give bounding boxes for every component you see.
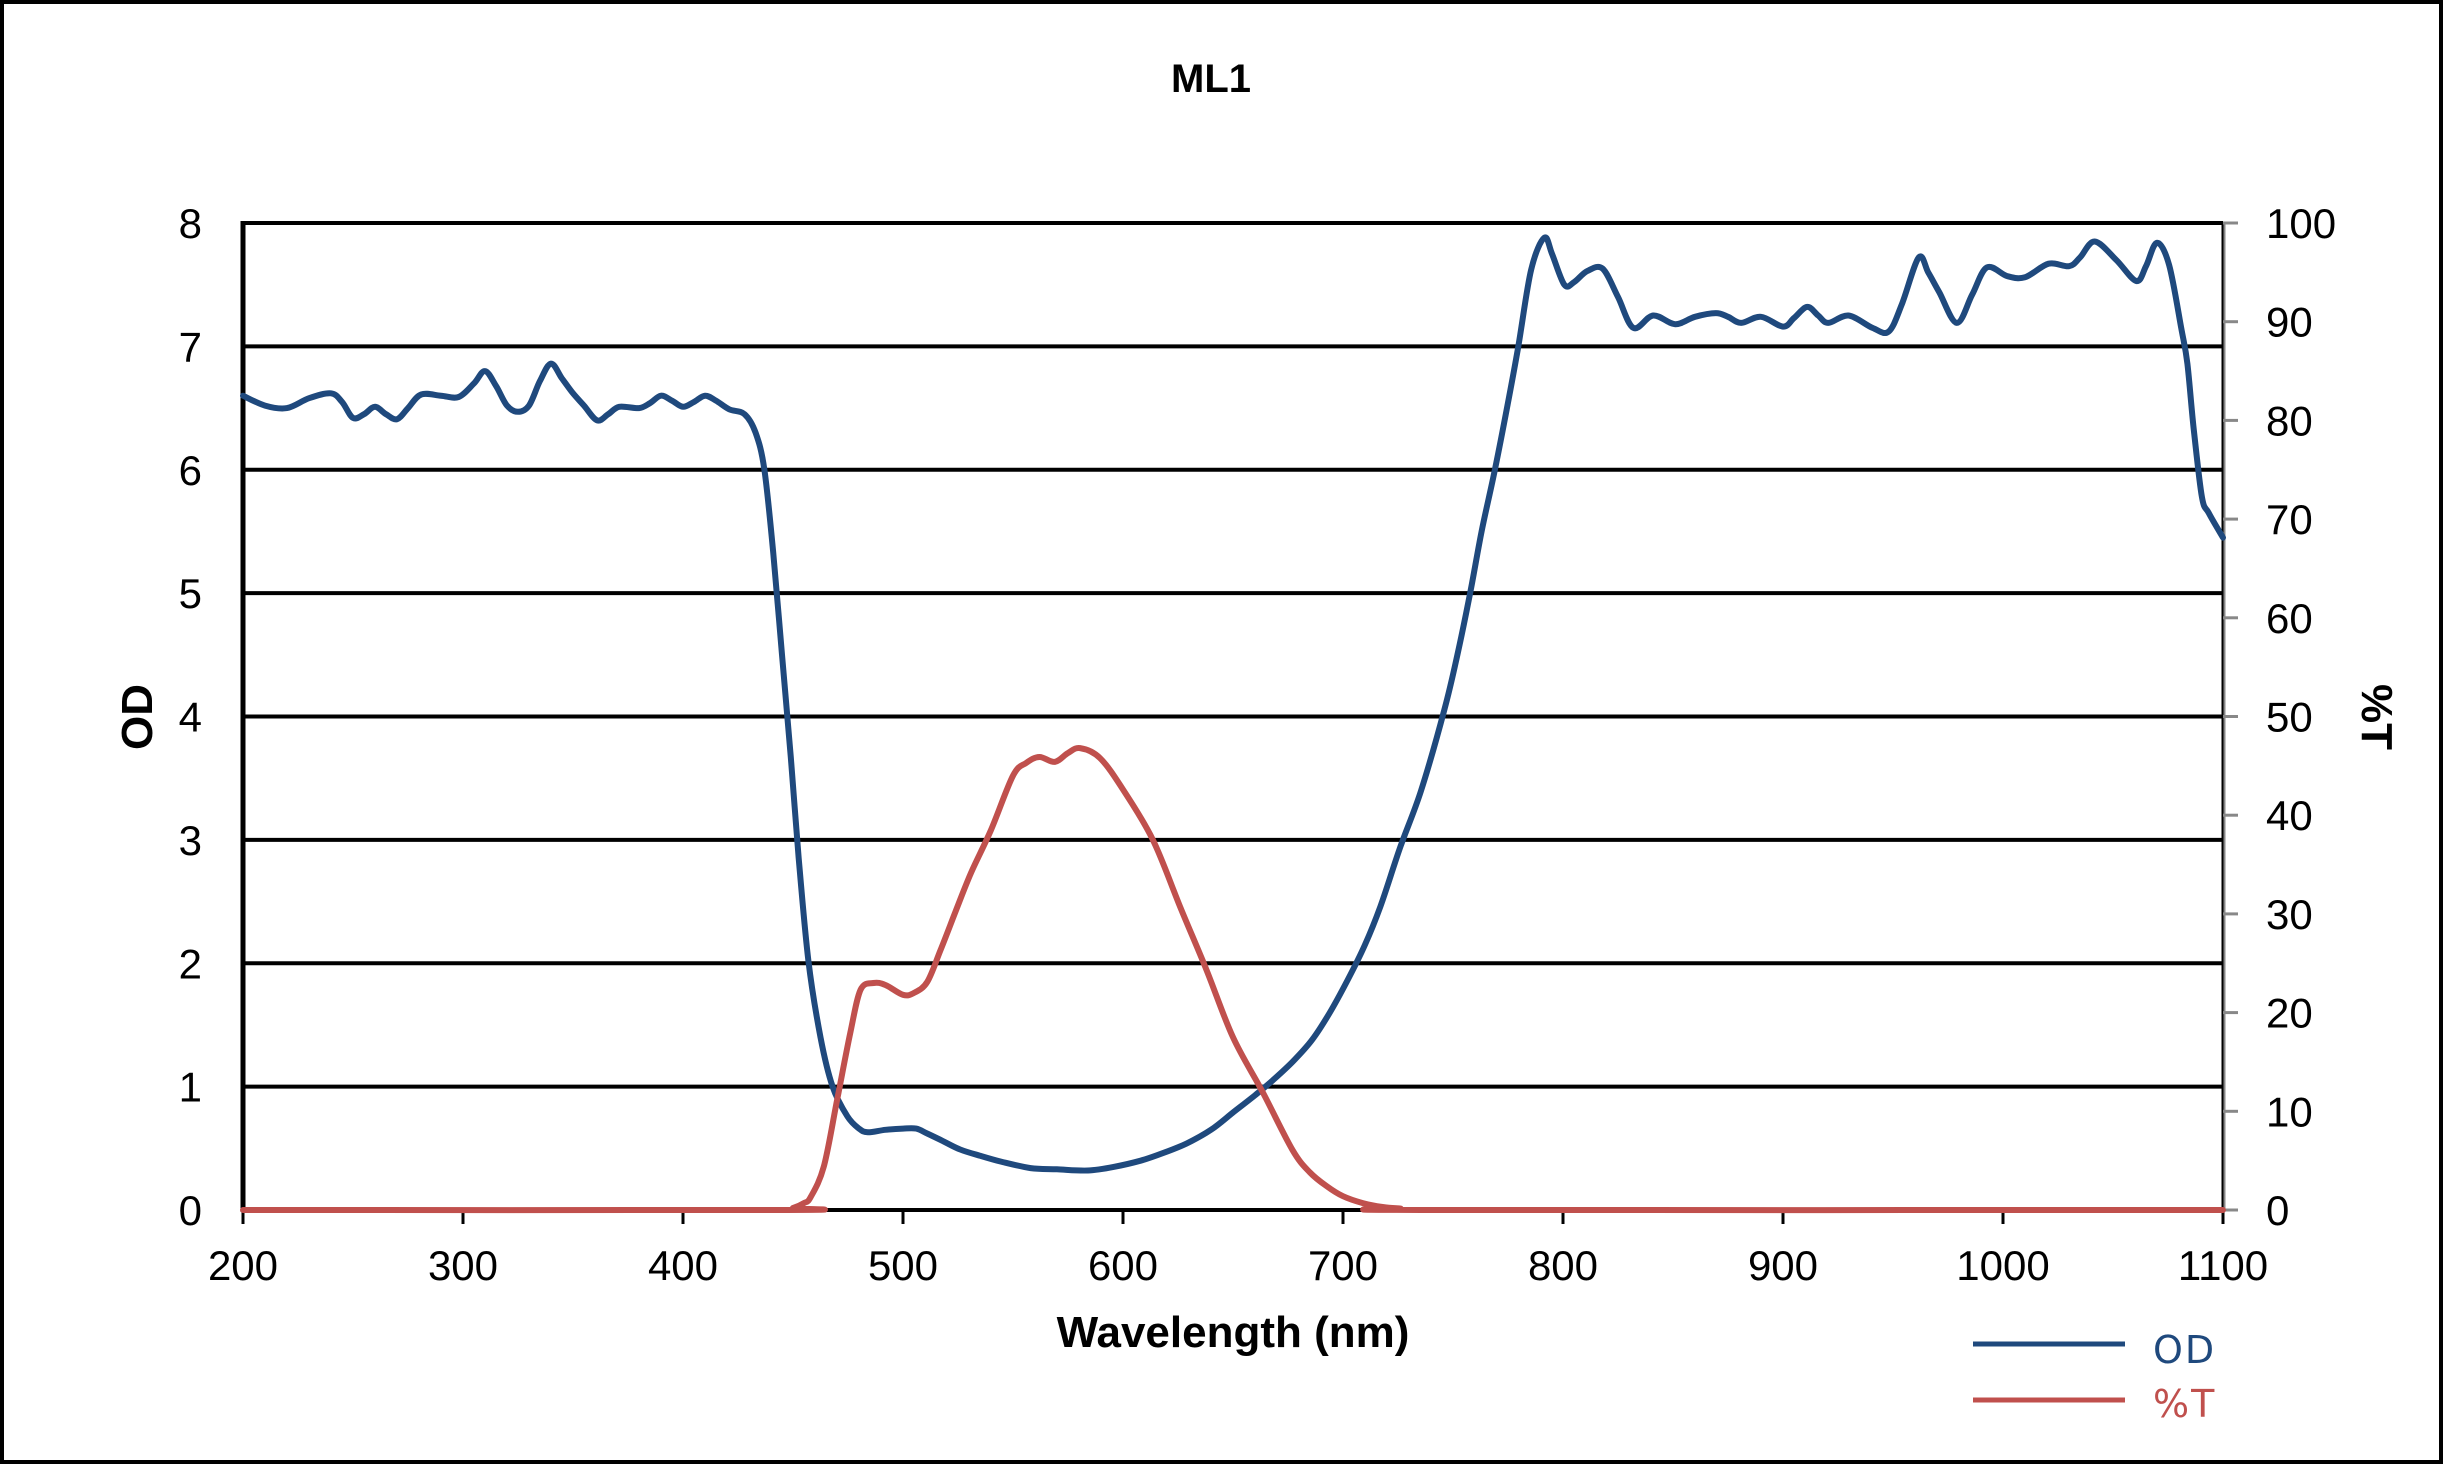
y-tick-label: 1	[179, 1064, 202, 1111]
y2-tick-label: 0	[2266, 1187, 2289, 1234]
gridlines	[243, 221, 2223, 1089]
x-tick-label: 600	[1088, 1242, 1158, 1289]
y2-tick-label: 60	[2266, 595, 2313, 642]
y-tick-label: 5	[179, 570, 202, 617]
x-tick-label: 200	[208, 1242, 278, 1289]
y2-tick-label: 30	[2266, 891, 2313, 938]
x-tick-label: 500	[868, 1242, 938, 1289]
chart-title: ML1	[1171, 57, 1251, 101]
y-tick-label: 6	[179, 447, 202, 494]
x-tick-label: 1100	[2178, 1242, 2268, 1289]
y2-tick-label: 100	[2266, 200, 2336, 247]
series-lines	[240, 234, 2226, 1214]
y2-tick-label: 20	[2266, 990, 2313, 1037]
series-od-line	[240, 234, 2226, 1174]
y2-axis-title: %T	[2352, 684, 2401, 750]
x-axis-ticks: 200 300 400 500 600 700 800 900 1000 1100	[208, 1210, 2268, 1289]
y2-tick-label: 10	[2266, 1088, 2313, 1135]
x-tick-label: 1000	[1956, 1242, 2049, 1289]
legend-label-t: %T	[2153, 1382, 2216, 1426]
x-tick-label: 700	[1308, 1242, 1378, 1289]
y-tick-label: 2	[179, 940, 202, 987]
y-tick-label: 8	[179, 200, 202, 247]
y2-axis-ticks: 0 10 20 30 40 50 60 70 80 90 100	[2223, 200, 2336, 1234]
x-tick-label: 900	[1748, 1242, 1818, 1289]
y-axis-title: OD	[113, 684, 162, 750]
y2-tick-label: 50	[2266, 694, 2313, 741]
x-axis-title: Wavelength (nm)	[1057, 1308, 1410, 1357]
y-tick-label: 7	[179, 323, 202, 370]
x-tick-label: 300	[428, 1242, 498, 1289]
series-t-line	[240, 744, 2226, 1214]
y-tick-label: 0	[179, 1187, 202, 1234]
y2-tick-label: 90	[2266, 299, 2313, 346]
legend: OD %T	[1973, 1328, 2216, 1426]
y2-tick-label: 40	[2266, 792, 2313, 839]
y2-tick-label: 70	[2266, 496, 2313, 543]
y-axis-ticks: 0 1 2 3 4 5 6 7 8	[179, 200, 202, 1234]
legend-label-od: OD	[2153, 1328, 2216, 1372]
y-tick-label: 4	[179, 694, 202, 741]
y2-tick-label: 80	[2266, 397, 2313, 444]
x-tick-label: 800	[1528, 1242, 1598, 1289]
y-tick-label: 3	[179, 817, 202, 864]
x-tick-label: 400	[648, 1242, 718, 1289]
